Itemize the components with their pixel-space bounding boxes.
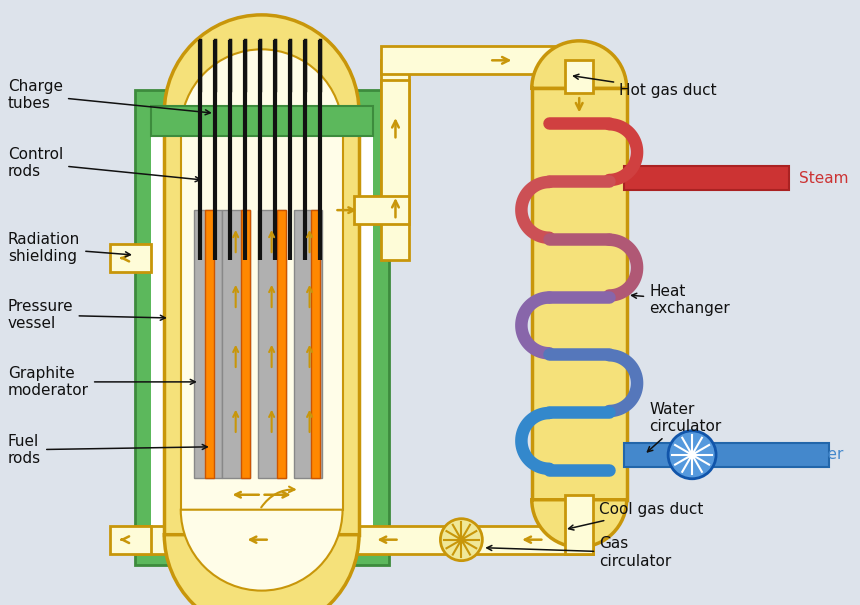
Text: Charge
tubes: Charge tubes — [8, 79, 210, 115]
Bar — [194, 210, 222, 478]
Bar — [150, 106, 373, 549]
Bar — [181, 130, 342, 510]
Text: Heat
exchanger: Heat exchanger — [631, 284, 730, 316]
Wedge shape — [181, 50, 342, 130]
Text: Water
circulator: Water circulator — [648, 402, 722, 452]
Bar — [135, 90, 390, 564]
Bar — [258, 210, 286, 478]
Bar — [624, 443, 829, 467]
Text: Hot gas duct: Hot gas duct — [574, 74, 716, 98]
Text: Cool gas duct: Cool gas duct — [568, 502, 703, 530]
Bar — [353, 196, 409, 224]
Text: Gas
circulator: Gas circulator — [487, 537, 672, 569]
Text: Control
rods: Control rods — [8, 147, 200, 182]
Text: Water: Water — [799, 447, 845, 462]
Wedge shape — [181, 510, 342, 590]
Bar — [310, 210, 320, 478]
Wedge shape — [531, 500, 627, 547]
Text: Pressure
vessel: Pressure vessel — [8, 299, 165, 331]
Bar — [382, 47, 593, 74]
Bar — [150, 106, 373, 549]
Bar — [531, 88, 627, 500]
Polygon shape — [559, 47, 593, 80]
Bar — [135, 526, 593, 554]
Circle shape — [668, 431, 716, 479]
Circle shape — [688, 451, 696, 459]
Text: Fuel
rods: Fuel rods — [8, 434, 207, 466]
Bar — [565, 60, 593, 93]
Bar — [222, 210, 249, 478]
Text: Graphite
moderator: Graphite moderator — [8, 365, 195, 398]
Bar — [624, 166, 789, 190]
Bar — [241, 210, 249, 478]
Bar — [277, 210, 286, 478]
Bar — [150, 106, 373, 136]
Bar — [110, 526, 150, 554]
Wedge shape — [531, 41, 627, 88]
Bar — [382, 80, 409, 215]
Text: Radiation
shielding: Radiation shielding — [8, 232, 131, 264]
Wedge shape — [164, 535, 359, 605]
Bar — [164, 113, 359, 535]
Text: Steam: Steam — [799, 171, 849, 186]
Wedge shape — [164, 15, 359, 113]
Bar — [293, 210, 322, 478]
Circle shape — [458, 535, 465, 544]
Circle shape — [440, 518, 482, 561]
Bar — [205, 210, 214, 478]
Bar — [382, 60, 409, 260]
Bar — [565, 495, 593, 554]
Bar — [110, 244, 150, 272]
